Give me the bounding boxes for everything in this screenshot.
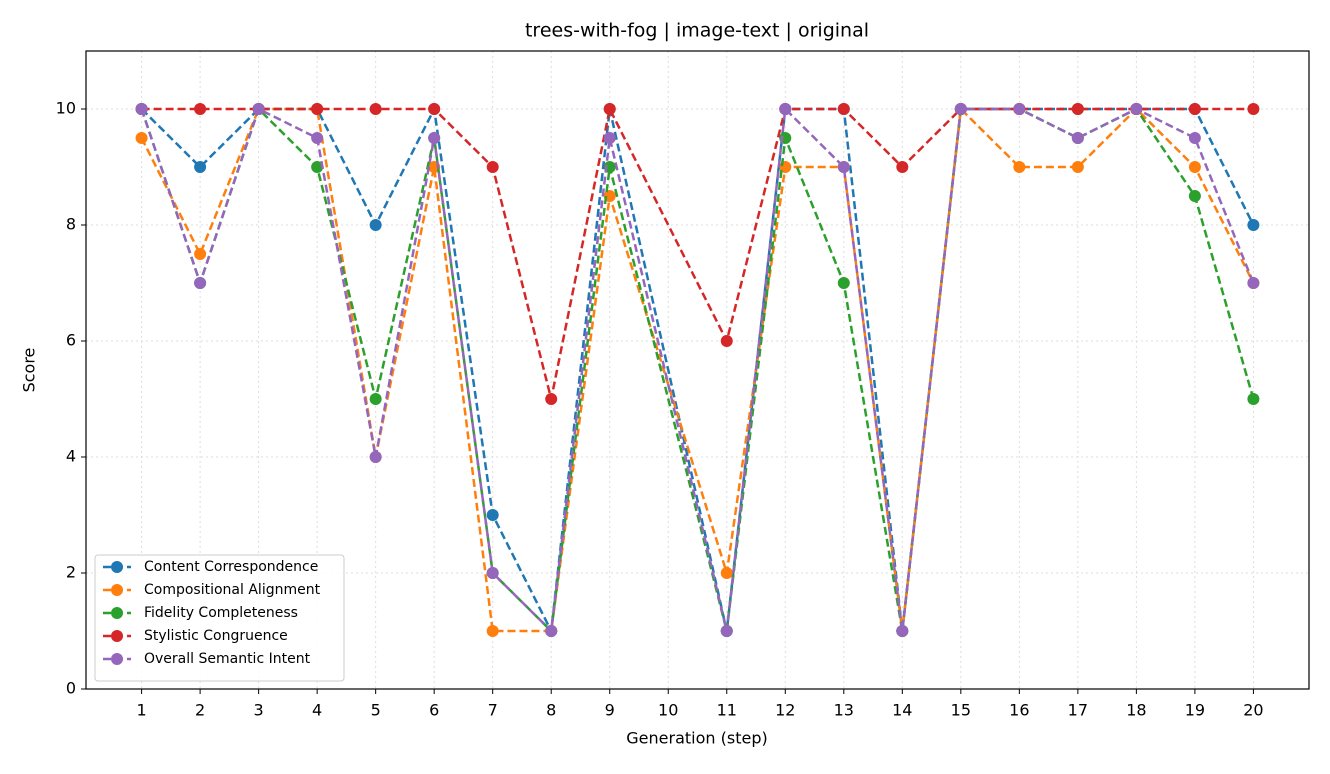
data-point bbox=[369, 219, 382, 231]
x-tick-label: 1 bbox=[136, 701, 146, 720]
series-line bbox=[140, 104, 1255, 636]
data-point bbox=[486, 625, 499, 637]
data-point bbox=[252, 103, 265, 115]
x-tick-label: 13 bbox=[834, 701, 854, 720]
data-point bbox=[720, 567, 733, 579]
data-point bbox=[896, 161, 909, 173]
legend-marker bbox=[111, 561, 123, 573]
data-point bbox=[1188, 103, 1201, 115]
x-tick-label: 17 bbox=[1068, 701, 1088, 720]
x-tick-label: 4 bbox=[312, 701, 322, 720]
data-point bbox=[369, 103, 382, 115]
legend: Content Correspondence Compositional Alig… bbox=[94, 554, 345, 682]
series-line bbox=[140, 106, 1255, 634]
data-point bbox=[311, 132, 324, 144]
data-point bbox=[837, 277, 850, 289]
data-point bbox=[720, 625, 733, 637]
data-point bbox=[603, 132, 616, 144]
x-tick-label: 20 bbox=[1243, 701, 1263, 720]
data-point bbox=[837, 161, 850, 173]
data-point bbox=[428, 103, 441, 115]
data-point bbox=[1247, 393, 1260, 405]
x-tick-label: 15 bbox=[951, 701, 971, 720]
legend-marker bbox=[111, 584, 123, 596]
data-point bbox=[545, 393, 558, 405]
y-axis-label: Score bbox=[20, 348, 39, 393]
data-point bbox=[779, 103, 792, 115]
data-point bbox=[1247, 103, 1260, 115]
legend-label: Stylistic Congruence bbox=[144, 628, 288, 644]
data-point bbox=[837, 103, 850, 115]
data-point bbox=[486, 161, 499, 173]
x-tick-label: 9 bbox=[605, 701, 615, 720]
data-point bbox=[311, 161, 324, 173]
x-tick-label: 5 bbox=[371, 701, 381, 720]
data-point bbox=[428, 132, 441, 144]
data-point bbox=[1071, 103, 1084, 115]
x-tick-label: 11 bbox=[717, 701, 737, 720]
y-tick-label: 10 bbox=[56, 99, 76, 118]
y-tick-label: 0 bbox=[66, 679, 76, 698]
data-point bbox=[1013, 103, 1026, 115]
data-point bbox=[896, 625, 909, 637]
x-axis-label: Generation (step) bbox=[626, 729, 767, 748]
data-point bbox=[135, 132, 148, 144]
plot-frame bbox=[85, 50, 1310, 690]
x-tick-label: 19 bbox=[1185, 701, 1205, 720]
data-point bbox=[1188, 161, 1201, 173]
data-point bbox=[194, 248, 207, 260]
legend-marker bbox=[111, 607, 123, 619]
data-point bbox=[603, 103, 616, 115]
x-tick-label: 7 bbox=[488, 701, 498, 720]
data-point bbox=[1013, 161, 1026, 173]
data-point bbox=[1188, 190, 1201, 202]
data-point bbox=[1071, 132, 1084, 144]
x-tick-label: 3 bbox=[254, 701, 264, 720]
legend-label: Compositional Alignment bbox=[144, 582, 321, 598]
data-point bbox=[1247, 219, 1260, 231]
x-tick-label: 8 bbox=[546, 701, 556, 720]
series-line bbox=[140, 106, 1255, 634]
x-tick-label: 12 bbox=[775, 701, 795, 720]
y-tick-label: 2 bbox=[66, 563, 76, 582]
data-point bbox=[135, 103, 148, 115]
legend-label: Fidelity Completeness bbox=[144, 605, 298, 621]
data-point bbox=[720, 335, 733, 347]
series-line bbox=[141, 105, 1254, 400]
data-point bbox=[194, 277, 207, 289]
legend-label: Content Correspondence bbox=[144, 559, 318, 575]
x-tick-label: 14 bbox=[892, 701, 912, 720]
x-tick-label: 18 bbox=[1126, 701, 1146, 720]
data-point bbox=[545, 625, 558, 637]
legend-box bbox=[94, 554, 345, 682]
y-tick-label: 6 bbox=[66, 331, 76, 350]
chart-title: trees-with-fog | image-text | original bbox=[525, 20, 869, 42]
data-point bbox=[194, 161, 207, 173]
data-point bbox=[486, 567, 499, 579]
data-point bbox=[1071, 161, 1084, 173]
legend-label: Overall Semantic Intent bbox=[144, 651, 311, 667]
x-tick-label: 2 bbox=[195, 701, 205, 720]
data-point bbox=[954, 103, 967, 115]
data-point bbox=[369, 393, 382, 405]
data-point bbox=[486, 509, 499, 521]
x-tick-label: 6 bbox=[429, 701, 439, 720]
data-point bbox=[311, 103, 324, 115]
y-tick-label: 4 bbox=[66, 447, 76, 466]
legend-marker bbox=[111, 653, 123, 665]
data-point bbox=[1130, 103, 1143, 115]
data-point bbox=[369, 451, 382, 463]
x-tick-label: 16 bbox=[1009, 701, 1029, 720]
y-tick-label: 8 bbox=[66, 215, 76, 234]
data-point bbox=[1247, 277, 1260, 289]
data-point bbox=[194, 103, 207, 115]
x-tick-label: 10 bbox=[658, 701, 678, 720]
legend-marker bbox=[111, 630, 123, 642]
series-line bbox=[140, 106, 1255, 633]
data-point bbox=[1188, 132, 1201, 144]
